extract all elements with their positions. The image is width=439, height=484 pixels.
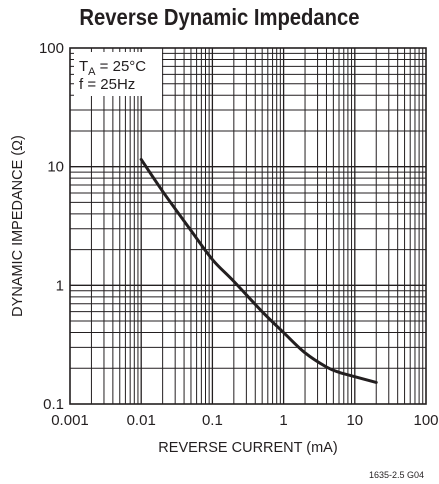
annotation-t-symbol: T xyxy=(79,58,88,75)
x-tick-label: 10 xyxy=(346,412,363,429)
x-tick-label: 0.01 xyxy=(127,412,156,429)
series-layer xyxy=(139,157,378,384)
tick-labels: 0.001 0.01 0.1 1 10 100 0.1 1 10 100 xyxy=(39,40,439,429)
annotation-background xyxy=(74,52,162,96)
annotation-temperature: TA = 25°C xyxy=(79,58,146,78)
annotation-frequency: f = 25Hz xyxy=(79,76,135,93)
x-tick-label: 0.1 xyxy=(202,412,223,429)
y-tick-label: 0.1 xyxy=(43,396,64,413)
annotation-box: TA = 25°C f = 25Hz xyxy=(74,52,162,96)
annotation-t-subscript: A xyxy=(88,66,96,78)
x-tick-label: 0.001 xyxy=(51,412,89,429)
y-tick-label: 10 xyxy=(47,159,64,176)
y-tick-label: 100 xyxy=(39,40,64,57)
chart-title: Reverse Dynamic Impedance xyxy=(79,4,360,30)
plot-frame xyxy=(69,47,427,405)
grid-lines xyxy=(70,48,426,404)
y-axis-label: DYNAMIC IMPEDANCE (Ω) xyxy=(10,135,26,317)
impedance-curve xyxy=(139,157,378,384)
y-tick-label: 1 xyxy=(56,277,64,294)
x-axis-label: REVERSE CURRENT (mA) xyxy=(158,440,337,456)
x-tick-label: 100 xyxy=(413,412,438,429)
figure-id: 1635-2.5 G04 xyxy=(369,470,424,480)
annotation-t-value: = 25°C xyxy=(96,58,147,75)
x-tick-label: 1 xyxy=(279,412,287,429)
